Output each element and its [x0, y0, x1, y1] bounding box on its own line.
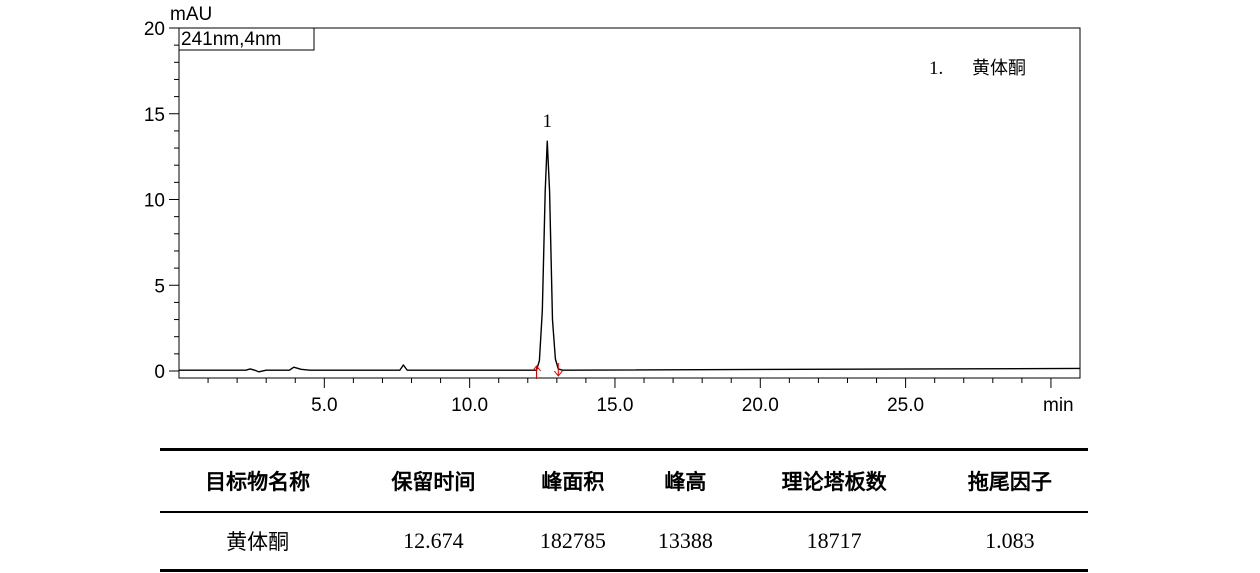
results-table: 目标物名称 保留时间 峰面积 峰高 理论塔板数 拖尾因子 黄体酮 12.674 … — [160, 448, 1088, 572]
plot-frame — [178, 27, 1081, 379]
peak-end-marker — [553, 363, 563, 377]
chromatogram-chart: 0 5 10 15 20 5.0 10.0 15.0 20.0 25.0 mAU min 241… — [144, 4, 1081, 416]
x-tick-label: 5.0 — [311, 395, 337, 416]
y-axis: 0 5 10 15 20 — [144, 19, 179, 383]
peak-label: 1 — [542, 111, 552, 132]
legend-compound-name: 黄体酮 — [972, 58, 1026, 79]
chromatogram-trace — [179, 140, 1081, 373]
x-axis: 5.0 10.0 15.0 20.0 25.0 — [207, 378, 1052, 416]
table-row: 黄体酮 12.674 182785 13388 18717 1.083 — [160, 512, 1088, 572]
header-theoretical-plates: 理论塔板数 — [736, 448, 932, 513]
cell-target-name: 黄体酮 — [160, 512, 356, 572]
header-retention-time: 保留时间 — [355, 448, 512, 513]
y-tick-label: 10 — [144, 191, 165, 212]
cell-retention-time: 12.674 — [355, 512, 512, 572]
header-peak-height: 峰高 — [634, 448, 737, 513]
legend-number: 1. — [929, 58, 943, 79]
cell-tailing-factor: 1.083 — [931, 512, 1088, 572]
header-tailing-factor: 拖尾因子 — [931, 448, 1088, 513]
header-peak-area: 峰面积 — [511, 448, 635, 513]
y-tick-label: 0 — [154, 362, 165, 383]
channel-label: 241nm,4nm — [181, 29, 281, 50]
y-unit-label: mAU — [170, 4, 212, 25]
x-tick-label: 15.0 — [596, 395, 633, 416]
cell-theoretical-plates: 18717 — [736, 512, 932, 572]
trace-layer: 1 — [179, 111, 1081, 379]
cell-peak-height: 13388 — [634, 512, 737, 572]
x-tick-label: 20.0 — [742, 395, 779, 416]
header-target-name: 目标物名称 — [160, 448, 356, 513]
table-header-row: 目标物名称 保留时间 峰面积 峰高 理论塔板数 拖尾因子 — [160, 448, 1088, 513]
y-tick-label: 20 — [144, 19, 165, 40]
x-tick-label: 25.0 — [887, 395, 924, 416]
x-tick-label: 10.0 — [451, 395, 488, 416]
peak-start-marker — [532, 365, 541, 379]
y-tick-label: 5 — [154, 276, 165, 297]
y-tick-label: 15 — [144, 105, 165, 126]
cell-peak-area: 182785 — [511, 512, 635, 572]
channel-box — [178, 27, 315, 51]
x-unit-label: min — [1043, 395, 1074, 416]
